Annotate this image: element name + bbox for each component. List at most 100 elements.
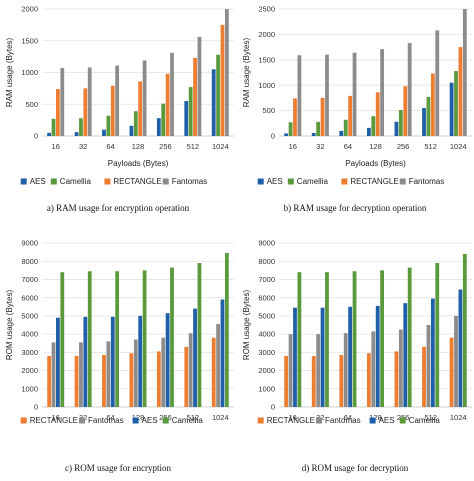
bar-rectangle-16	[56, 89, 60, 136]
bar-fantomas-256	[161, 337, 166, 407]
y-tick-label: 2500	[258, 5, 275, 14]
bar-aes-128	[375, 305, 380, 407]
y-tick-label: 9000	[21, 239, 38, 248]
bar-rectangle-512	[422, 346, 426, 407]
bar-aes-32	[83, 316, 88, 407]
bar-aes-256	[403, 303, 408, 407]
legend-swatch	[257, 417, 264, 424]
legend-label: RECTANGLE	[113, 177, 161, 186]
bar-camellia-32	[87, 271, 92, 407]
chart-caption: c) ROM usage for encryption	[65, 463, 171, 473]
legend-swatch	[399, 417, 406, 424]
bar-camellia-32	[325, 272, 329, 407]
bar-fantomas-32	[79, 342, 83, 407]
y-tick-label: 7000	[258, 275, 275, 284]
legend-label: AES	[379, 416, 395, 425]
bar-fantomas-256	[170, 52, 174, 136]
bar-rectangle-128	[138, 81, 143, 136]
legend-swatch	[79, 417, 85, 424]
bar-aes-32	[74, 132, 79, 136]
bar-aes-16	[293, 307, 297, 407]
chart-panel-4: 0100020003000400050006000700080009000163…	[242, 239, 472, 473]
bar-rectangle-512	[184, 346, 189, 407]
bar-camellia-512	[435, 263, 440, 407]
bar-aes-512	[422, 108, 426, 136]
bar-fantomas-16	[297, 55, 302, 137]
bar-aes-1024	[211, 69, 216, 136]
x-tick-label: 1024	[212, 413, 229, 422]
bar-rectangle-128	[129, 353, 134, 407]
bar-camellia-256	[161, 103, 166, 136]
bar-rectangle-512	[193, 57, 197, 136]
y-tick-label: 1500	[21, 36, 38, 45]
bar-aes-128	[366, 127, 371, 136]
y-tick-label: 1000	[21, 384, 38, 393]
bar-aes-64	[102, 129, 106, 136]
bar-fantomas-1024	[224, 9, 229, 136]
bar-camellia-512	[188, 87, 193, 136]
legend-label: AES	[267, 177, 283, 186]
bar-fantomas-64	[115, 65, 120, 136]
bar-fantomas-1024	[462, 9, 467, 136]
y-tick-label: 8000	[258, 257, 275, 266]
x-tick-label: 256	[397, 142, 410, 151]
y-tick-label: 1000	[258, 384, 275, 393]
bar-fantomas-16	[60, 68, 65, 136]
bar-camellia-128	[380, 270, 385, 407]
bar-aes-32	[311, 132, 316, 136]
bar-camellia-512	[426, 96, 431, 136]
y-tick-label: 0	[271, 132, 275, 141]
x-tick-label: 32	[316, 142, 324, 151]
chart-panel-1: 0 500 1000 1500 2000 16 32 64 128 256 512 1024 RAM u…	[5, 5, 234, 213]
x-tick-label: 256	[159, 142, 172, 151]
bar-aes-256	[165, 313, 170, 407]
x-axis-label: Payloads (Bytes)	[345, 159, 406, 168]
bar-aes-1024	[458, 289, 463, 407]
y-tick-label: 0	[34, 132, 38, 141]
x-tick-label: 16	[289, 413, 297, 422]
legend-swatch	[50, 178, 57, 185]
y-tick-label: 5000	[258, 311, 275, 320]
legend-swatch	[257, 178, 264, 185]
y-tick-label: 1000	[21, 68, 38, 77]
bar-rectangle-64	[348, 95, 353, 136]
legend-label: AES	[142, 416, 158, 425]
chart-panel-3: 0100020003000400050006000700080009000163…	[5, 239, 234, 473]
legend: RECTANGLE Fantomas AES Camellia	[20, 416, 203, 425]
legend-label: Camellia	[409, 416, 441, 425]
bar-camellia-64	[343, 119, 348, 136]
bar-fantomas-256	[407, 43, 412, 137]
bar-rectangle-128	[366, 353, 371, 407]
bar-camellia-64	[352, 271, 357, 407]
y-tick-label: 5000	[21, 311, 38, 320]
bar-fantomas-128	[371, 331, 376, 407]
y-tick-label: 2000	[258, 30, 275, 39]
bar-camellia-256	[398, 110, 403, 136]
x-tick-label: 64	[344, 413, 352, 422]
bar-camellia-1024	[216, 54, 220, 136]
legend-swatch	[369, 417, 376, 424]
bar-rectangle-32	[311, 355, 316, 407]
bar-aes-64	[339, 130, 344, 136]
bar-camellia-32	[79, 118, 83, 136]
bar-aes-64	[348, 306, 353, 407]
x-tick-label: 128	[132, 142, 145, 151]
legend-label: RECTANGLE	[350, 177, 398, 186]
bar-camellia-128	[371, 116, 376, 136]
x-tick-label: 64	[106, 413, 114, 422]
bar-rectangle-256	[165, 73, 170, 136]
x-tick-label: 16	[52, 142, 60, 151]
y-tick-label: 3000	[21, 348, 38, 357]
bar-camellia-64	[115, 271, 120, 407]
bar-fantomas-512	[197, 36, 202, 136]
legend: AES Camellia RECTANGLE Fantomas	[257, 177, 444, 186]
bar-camellia-128	[133, 111, 138, 136]
bar-camellia-512	[197, 263, 202, 407]
bar-aes-64	[110, 316, 115, 407]
legend-swatch	[162, 178, 169, 185]
bar-rectangle-1024	[458, 47, 463, 136]
y-axis-label: ROM usage (Bytes)	[242, 290, 251, 361]
bar-rectangle-128	[375, 92, 380, 136]
bar-fantomas-512	[188, 333, 193, 407]
chart-caption: d) ROM usage for decryption	[302, 463, 409, 473]
